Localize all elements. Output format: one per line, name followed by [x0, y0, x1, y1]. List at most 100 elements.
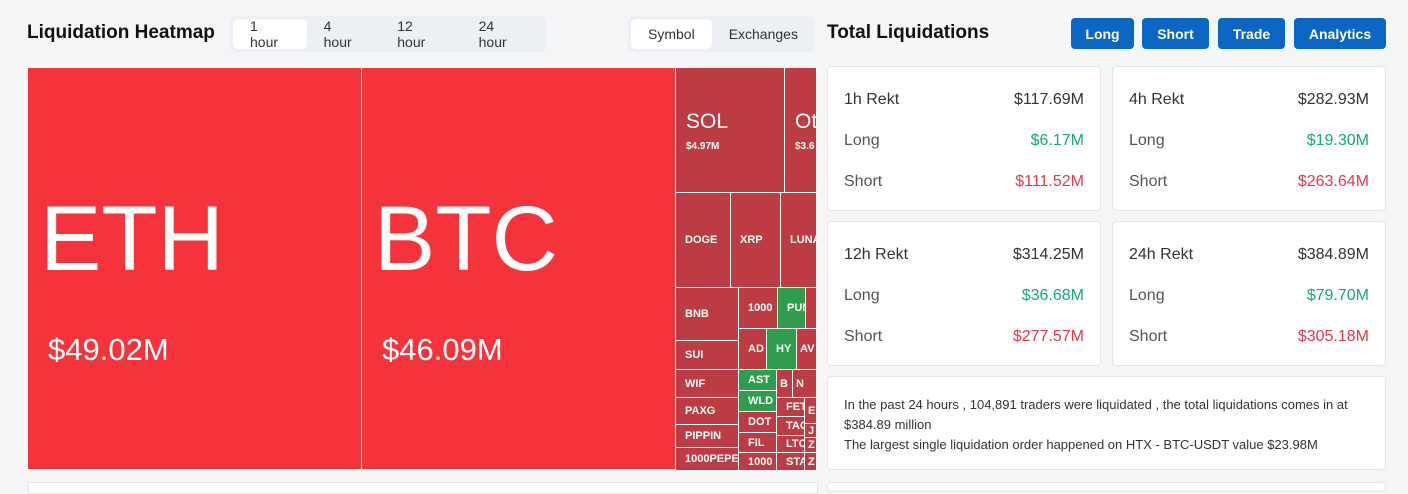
tile[interactable]: E: [805, 398, 816, 424]
tile[interactable]: LTC: [777, 436, 805, 453]
tile[interactable]: LUNA: [781, 193, 816, 288]
tile-label: LUNA: [790, 234, 816, 246]
tile[interactable]: PUM: [778, 288, 806, 329]
tile[interactable]: AD: [739, 329, 767, 370]
tile-label: AST: [748, 374, 770, 386]
row-label: Long: [1129, 287, 1165, 304]
tile[interactable]: PIPPIN: [676, 425, 739, 448]
tile[interactable]: WIF: [676, 370, 739, 398]
totals-title: Total Liquidations: [827, 22, 990, 43]
tile-label: 1000PEPE: [685, 453, 739, 465]
row-value: $263.64M: [1297, 173, 1369, 190]
card-row: 12h Rekt $314.25M: [844, 246, 1084, 264]
card-row: Long $36.68M: [844, 287, 1084, 305]
tile[interactable]: N: [793, 370, 816, 398]
tile-label: WIF: [685, 377, 706, 390]
tile[interactable]: Ot $3.6: [785, 68, 816, 193]
row-value: $19.30M: [1306, 132, 1369, 149]
row-value: $111.52M: [1015, 173, 1084, 190]
tile-label: E: [808, 404, 816, 417]
tile[interactable]: AST: [739, 370, 777, 391]
view-tabs: Symbol Exchanges: [628, 16, 815, 52]
tile[interactable]: STA: [777, 453, 805, 470]
tile[interactable]: SUI: [676, 341, 739, 370]
button[interactable]: Short: [1142, 18, 1209, 49]
tile-value: $4.97M: [686, 141, 720, 152]
tile-label: XRP: [740, 234, 763, 246]
tile[interactable]: BNB: [676, 288, 739, 341]
button[interactable]: Analytics: [1294, 18, 1386, 49]
tile-label: DOGE: [685, 234, 718, 246]
tile[interactable]: 1000: [739, 288, 778, 329]
tile-label: PUM: [787, 302, 805, 314]
tile-label: AD: [748, 343, 764, 355]
tile-label: Z: [808, 439, 815, 451]
tile-value: $46.09M: [382, 332, 503, 367]
tile[interactable]: DOT: [739, 412, 777, 433]
row-value: $6.17M: [1030, 132, 1084, 149]
tile-label: BNB: [685, 308, 709, 320]
tab[interactable]: Exchanges: [728, 26, 798, 42]
summary-text: In the past 24 hours , 104,891 traders w…: [844, 397, 1348, 432]
tile-label: 1000: [748, 302, 773, 314]
tile-label: J: [808, 424, 815, 437]
tile[interactable]: HY: [767, 329, 797, 370]
button[interactable]: Long: [1071, 18, 1134, 49]
tile-label: AV: [800, 343, 815, 355]
tab[interactable]: 4 hour: [323, 18, 352, 50]
button[interactable]: Trade: [1218, 18, 1285, 49]
summary-text: The largest single liquidation order hap…: [844, 437, 1318, 452]
tile-label: SOL: [686, 110, 729, 133]
tile[interactable]: BTC $46.09M: [362, 68, 676, 470]
row-label: 4h Rekt: [1129, 91, 1185, 108]
tile[interactable]: ETH $49.02M: [28, 68, 362, 470]
row-label: Short: [1129, 328, 1168, 345]
row-value: $314.25M: [1012, 246, 1084, 263]
tile[interactable]: B: [777, 370, 793, 398]
tile[interactable]: 1000: [739, 453, 777, 470]
tile[interactable]: Z: [805, 453, 816, 470]
tab[interactable]: 12 hour: [397, 18, 426, 50]
tile-label: FET: [786, 401, 805, 413]
row-label: 12h Rekt: [844, 246, 909, 263]
tile[interactable]: PAXG: [676, 398, 739, 425]
tile-label: HY: [776, 343, 792, 355]
row-value: $36.68M: [1021, 287, 1084, 304]
tile-label: Ot: [795, 110, 816, 133]
card-row: Short $305.18M: [1129, 328, 1369, 346]
tile[interactable]: WLD: [739, 391, 777, 412]
row-label: Short: [844, 173, 883, 190]
heatmap-title: Liquidation Heatmap: [27, 22, 215, 43]
tile-label: STA: [786, 455, 804, 468]
tile-label: PIPPIN: [685, 430, 722, 442]
card-row: Long $6.17M: [844, 132, 1084, 150]
tile[interactable]: AV: [797, 329, 816, 370]
tile-label: N: [796, 377, 804, 390]
tile[interactable]: SOL $4.97M: [676, 68, 785, 193]
row-value: $384.89M: [1297, 246, 1369, 263]
tile[interactable]: FET: [777, 398, 805, 417]
row-label: Long: [1129, 132, 1165, 149]
tile-label: TAO: [786, 420, 804, 432]
tile-label: FIL: [748, 436, 765, 449]
row-label: 1h Rekt: [844, 91, 900, 108]
tile-label: DOT: [748, 416, 772, 428]
row-label: Long: [844, 132, 880, 149]
rekt-card: 12h Rekt $314.25M Long $36.68M Short $277.57M: [827, 221, 1101, 366]
tile[interactable]: Z: [805, 438, 816, 453]
tile[interactable]: J: [805, 424, 816, 438]
card-row: Long $19.30M: [1129, 132, 1369, 150]
tile[interactable]: 1000PEPE: [676, 448, 739, 470]
tile[interactable]: FIL: [739, 433, 777, 453]
tile-filler: [806, 288, 816, 329]
card-row: 4h Rekt $282.93M: [1129, 91, 1369, 109]
tab[interactable]: 24 hour: [478, 18, 507, 50]
tile[interactable]: XRP: [731, 193, 781, 288]
row-label: 24h Rekt: [1129, 246, 1194, 263]
tile-label: B: [780, 377, 788, 390]
tile[interactable]: TAO: [777, 417, 805, 436]
tile[interactable]: DOGE: [676, 193, 731, 288]
tab[interactable]: 1 hour: [233, 18, 307, 50]
tab[interactable]: Symbol: [631, 19, 712, 49]
